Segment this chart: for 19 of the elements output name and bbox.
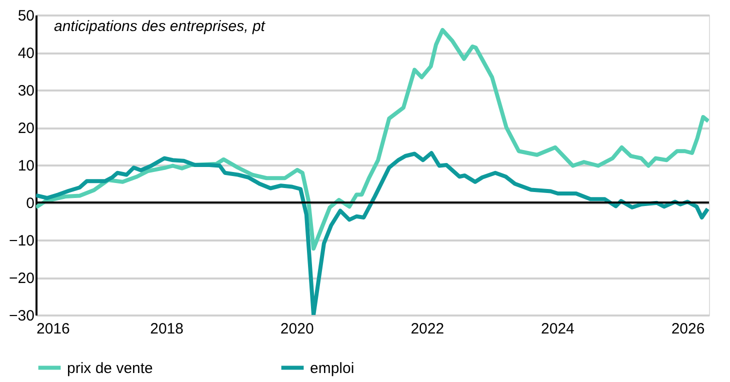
x-tick-label: 2026 [671, 320, 705, 338]
x-tick-label: 2020 [280, 320, 314, 338]
y-tick-label: −30 [9, 308, 34, 324]
x-tick-label: 2024 [541, 320, 574, 338]
y-tick-label: 30 [18, 82, 34, 100]
y-tick-label: −20 [9, 270, 34, 287]
legend-label: emploi [310, 360, 354, 377]
x-tick-label: 2022 [410, 320, 444, 338]
x-tick-label: 2018 [150, 320, 184, 338]
y-tick-label: 0 [26, 195, 34, 212]
x-tick-label: 2016 [36, 320, 70, 338]
y-tick-label: −10 [9, 232, 34, 250]
legend-label: prix de vente [67, 360, 153, 377]
y-axis-title: anticipations des entreprises, pt [54, 18, 266, 35]
y-tick-label: 50 [18, 8, 34, 24]
y-tick-label: 10 [18, 158, 34, 174]
y-tick-label: 40 [18, 45, 34, 62]
y-tick-label: 20 [18, 120, 34, 137]
line-series [36, 151, 709, 315]
